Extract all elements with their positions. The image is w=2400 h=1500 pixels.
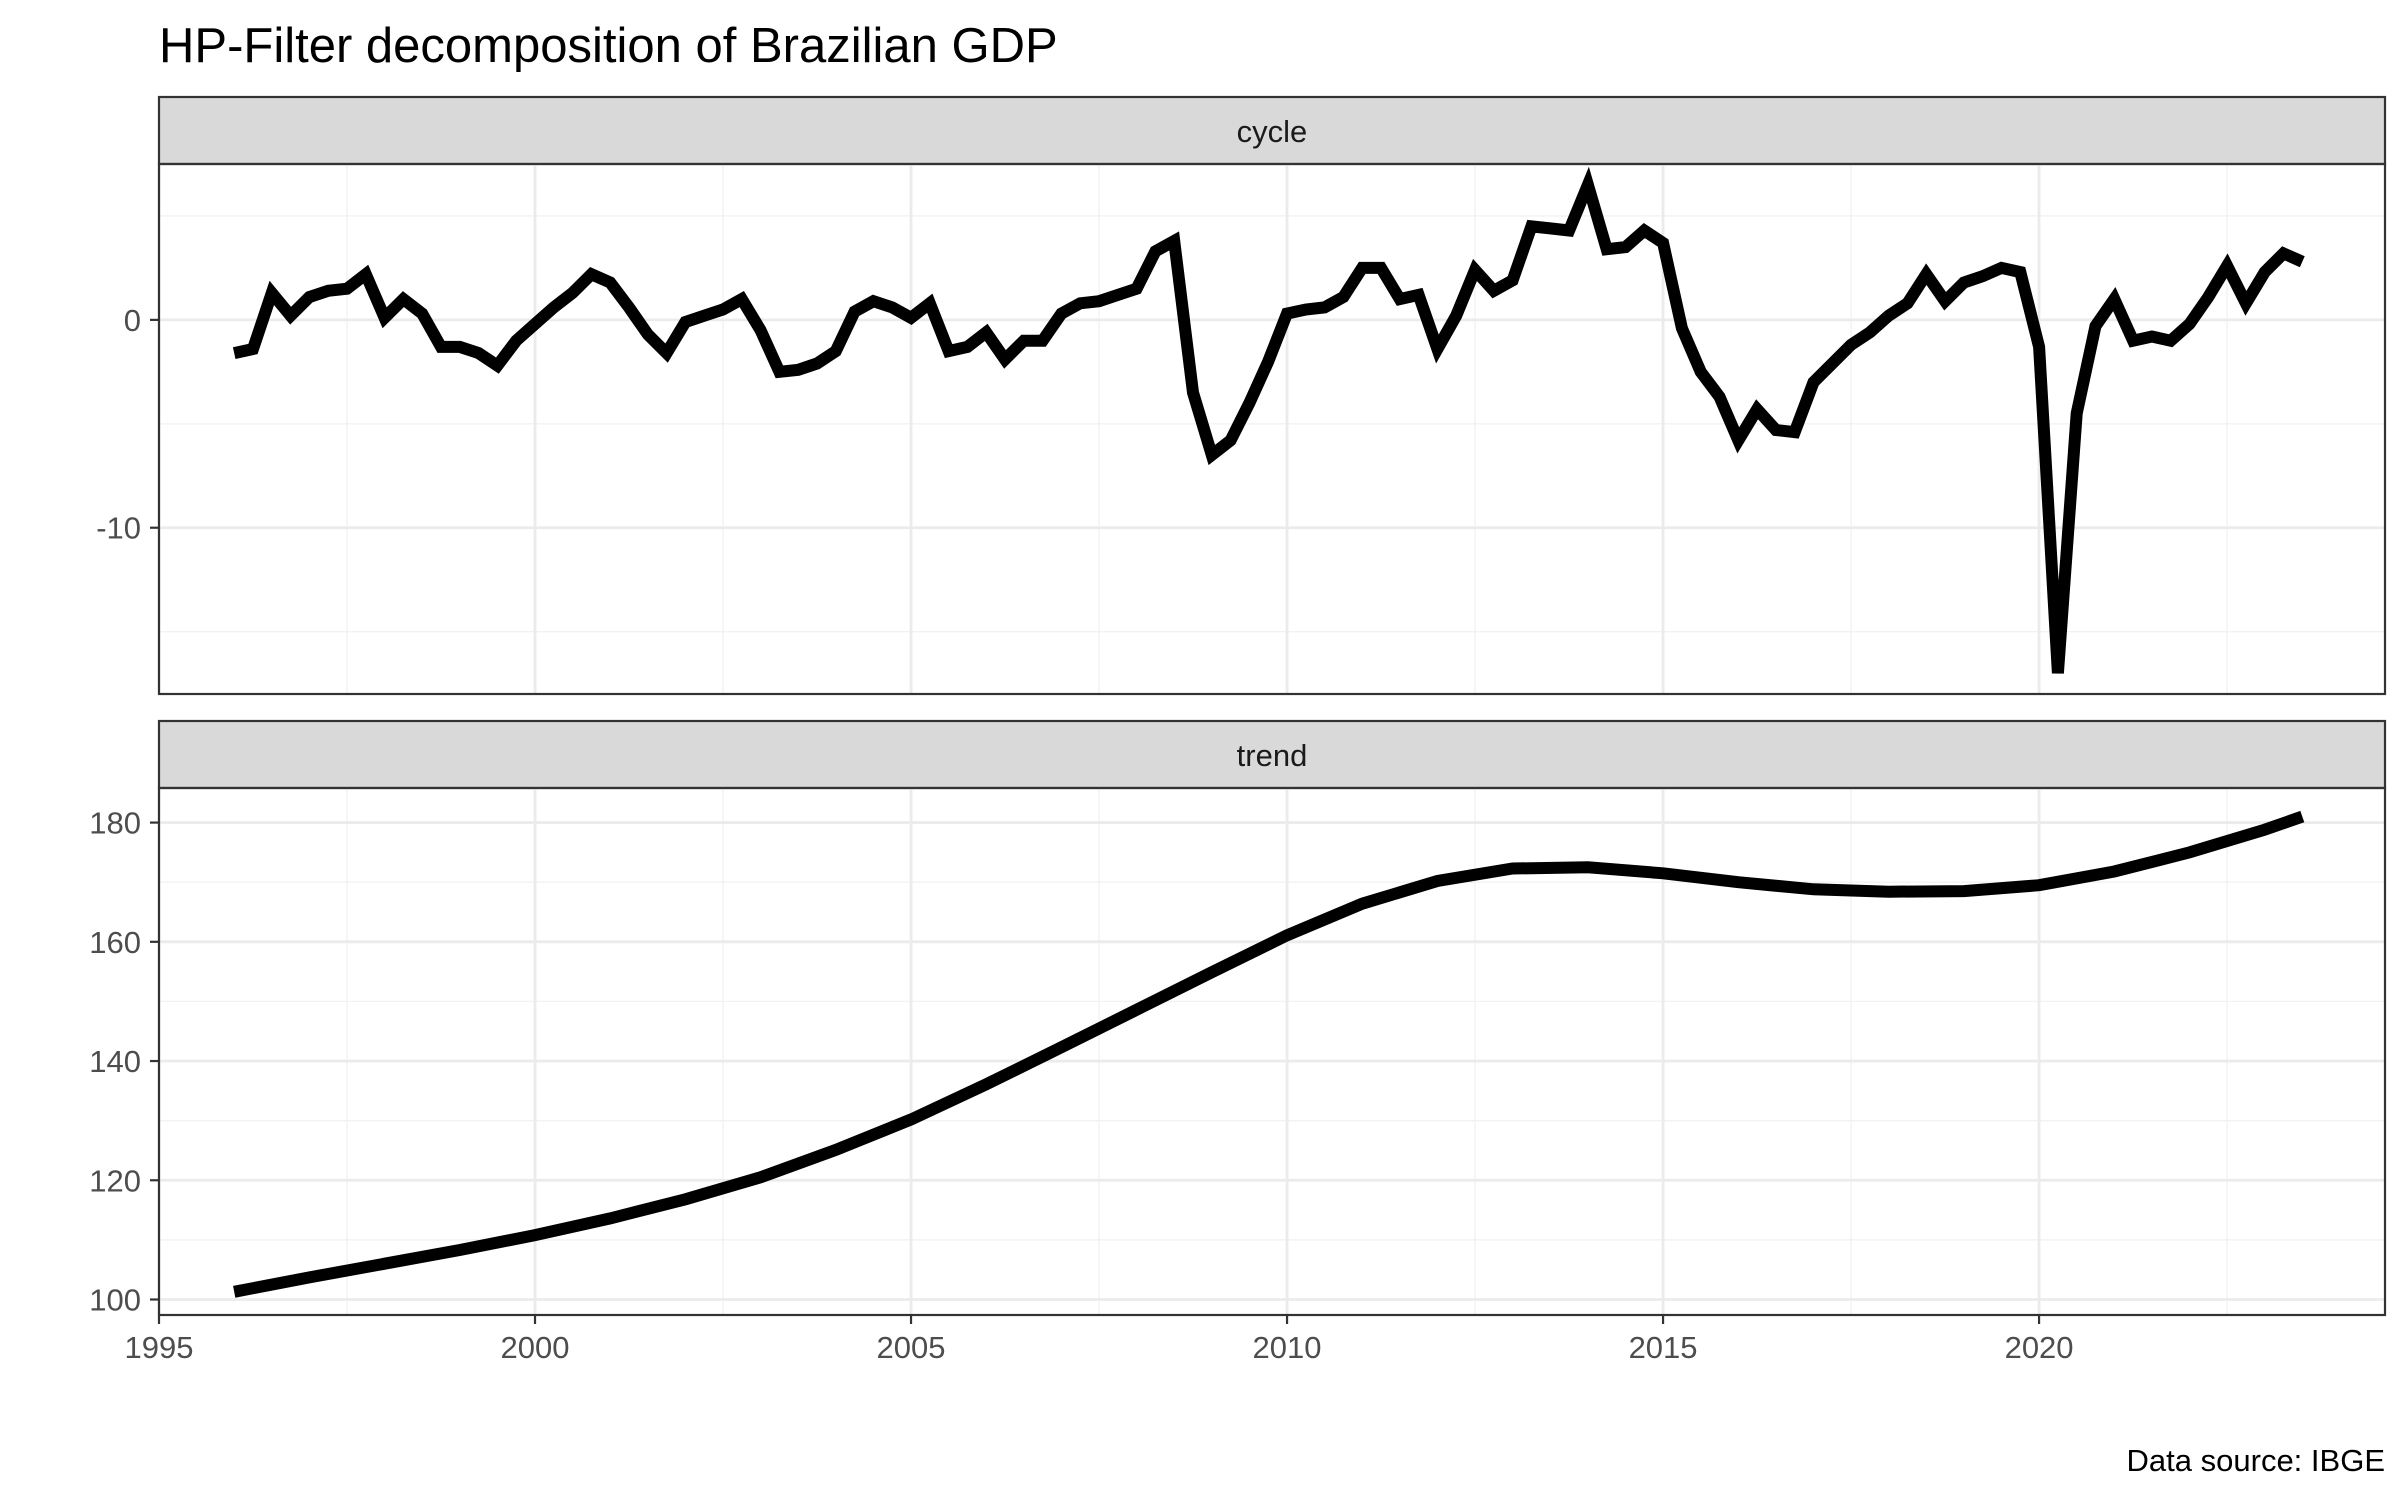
trend-line bbox=[233, 810, 2305, 1298]
trend-panel: trend 100 120 140 160 180 bbox=[89, 719, 2387, 1318]
cycle-gridlines bbox=[157, 164, 2385, 694]
y-tick-label: 160 bbox=[89, 925, 141, 960]
trend-strip bbox=[157, 719, 2387, 790]
cycle-series bbox=[232, 166, 2305, 674]
x-tick-label: 1995 bbox=[125, 1330, 194, 1365]
x-axis: 1995 2000 2005 2010 2015 2020 bbox=[125, 1315, 2074, 1365]
chart-title: HP-Filter decomposition of Brazilian GDP bbox=[159, 19, 1058, 73]
cycle-panel-border bbox=[157, 162, 2387, 696]
trend-series bbox=[233, 810, 2305, 1298]
cycle-panel: cycle -10 0 bbox=[96, 95, 2387, 696]
x-tick-label: 2015 bbox=[1629, 1330, 1698, 1365]
y-tick-label: 140 bbox=[89, 1044, 141, 1079]
cycle-line bbox=[232, 166, 2305, 674]
cycle-y-axis: -10 0 bbox=[96, 303, 159, 546]
y-tick-label: 180 bbox=[89, 806, 141, 841]
y-tick-label: 120 bbox=[89, 1163, 141, 1198]
trend-panel-border bbox=[157, 786, 2387, 1317]
y-tick-label: -10 bbox=[96, 511, 141, 546]
trend-y-axis: 100 120 140 160 180 bbox=[89, 806, 159, 1318]
cycle-strip bbox=[157, 95, 2387, 166]
trend-strip-label: trend bbox=[1237, 738, 1308, 773]
x-tick-label: 2020 bbox=[2005, 1330, 2074, 1365]
cycle-strip-label: cycle bbox=[1237, 114, 1308, 149]
x-tick-label: 2010 bbox=[1253, 1330, 1322, 1365]
x-tick-label: 2000 bbox=[501, 1330, 570, 1365]
y-tick-label: 100 bbox=[89, 1283, 141, 1318]
y-tick-label: 0 bbox=[124, 303, 141, 338]
data-source-caption: Data source: IBGE bbox=[2127, 1443, 2385, 1478]
x-tick-label: 2005 bbox=[877, 1330, 946, 1365]
